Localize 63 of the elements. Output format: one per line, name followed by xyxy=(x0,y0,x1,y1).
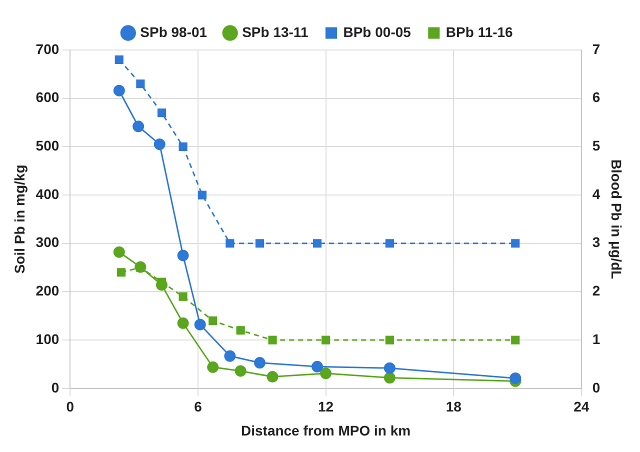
point xyxy=(117,268,126,277)
point xyxy=(114,55,124,64)
point xyxy=(511,239,520,248)
point xyxy=(178,142,188,151)
y-tick-label: 500 xyxy=(36,138,60,154)
point xyxy=(224,350,236,362)
x-tick-label: 18 xyxy=(446,398,462,415)
legend-label: BPb 00-05 xyxy=(343,24,412,40)
point xyxy=(226,239,234,248)
point xyxy=(236,326,245,335)
x-tick-label: 0 xyxy=(66,398,74,415)
point xyxy=(207,361,219,373)
y-tick-label: 300 xyxy=(36,234,60,250)
point xyxy=(384,362,396,374)
point xyxy=(511,336,520,344)
point xyxy=(322,336,330,344)
legend-label: SPb 13-11 xyxy=(242,24,308,40)
y-tick-label: 100 xyxy=(36,330,60,347)
x-tick-label: 12 xyxy=(318,398,334,415)
y2-tick-label: 3 xyxy=(592,234,600,250)
y2-tick-label: 4 xyxy=(592,186,600,202)
x-tick-label: 6 xyxy=(194,398,202,415)
y-tick-label: 600 xyxy=(36,89,60,106)
point xyxy=(384,372,396,384)
y-tick-label: 200 xyxy=(36,282,60,299)
point xyxy=(268,336,277,344)
point xyxy=(154,138,166,150)
point xyxy=(312,239,322,248)
point xyxy=(385,239,394,248)
point xyxy=(312,360,324,372)
y2-tick-label: 1 xyxy=(592,330,600,347)
y-tick-label: 400 xyxy=(36,186,60,202)
point xyxy=(254,357,266,369)
point xyxy=(320,368,332,380)
y2-tick-label: 2 xyxy=(592,282,600,299)
point xyxy=(157,108,166,118)
legend-label: SPb 98-01 xyxy=(140,24,208,40)
x-tick-label: 24 xyxy=(574,398,590,415)
point xyxy=(255,239,264,248)
point xyxy=(113,84,125,96)
y-tick-label: 0 xyxy=(51,379,60,396)
point xyxy=(113,246,125,258)
y2-tick-label: 5 xyxy=(592,138,600,154)
point xyxy=(177,317,189,329)
point xyxy=(177,250,189,262)
legend-label: BPb 11-16 xyxy=(446,24,514,40)
point xyxy=(198,190,207,200)
y-tick-label: 700 xyxy=(36,40,60,57)
point xyxy=(234,365,246,377)
point xyxy=(266,371,278,383)
point xyxy=(385,336,394,344)
point xyxy=(510,372,522,384)
y2-tick-label: 0 xyxy=(592,379,600,396)
point xyxy=(178,292,188,301)
x-axis-title: Distance from MPO in km xyxy=(240,422,411,438)
y-axis-title: Soil Pb in mg/kg xyxy=(11,164,28,274)
point xyxy=(132,120,144,132)
point xyxy=(208,316,218,326)
point xyxy=(194,318,206,330)
point xyxy=(136,80,145,88)
y2-axis-title: Blood Pb in μg/dL xyxy=(608,159,625,280)
y2-tick-label: 6 xyxy=(592,89,600,106)
y2-tick-label: 7 xyxy=(592,40,600,57)
